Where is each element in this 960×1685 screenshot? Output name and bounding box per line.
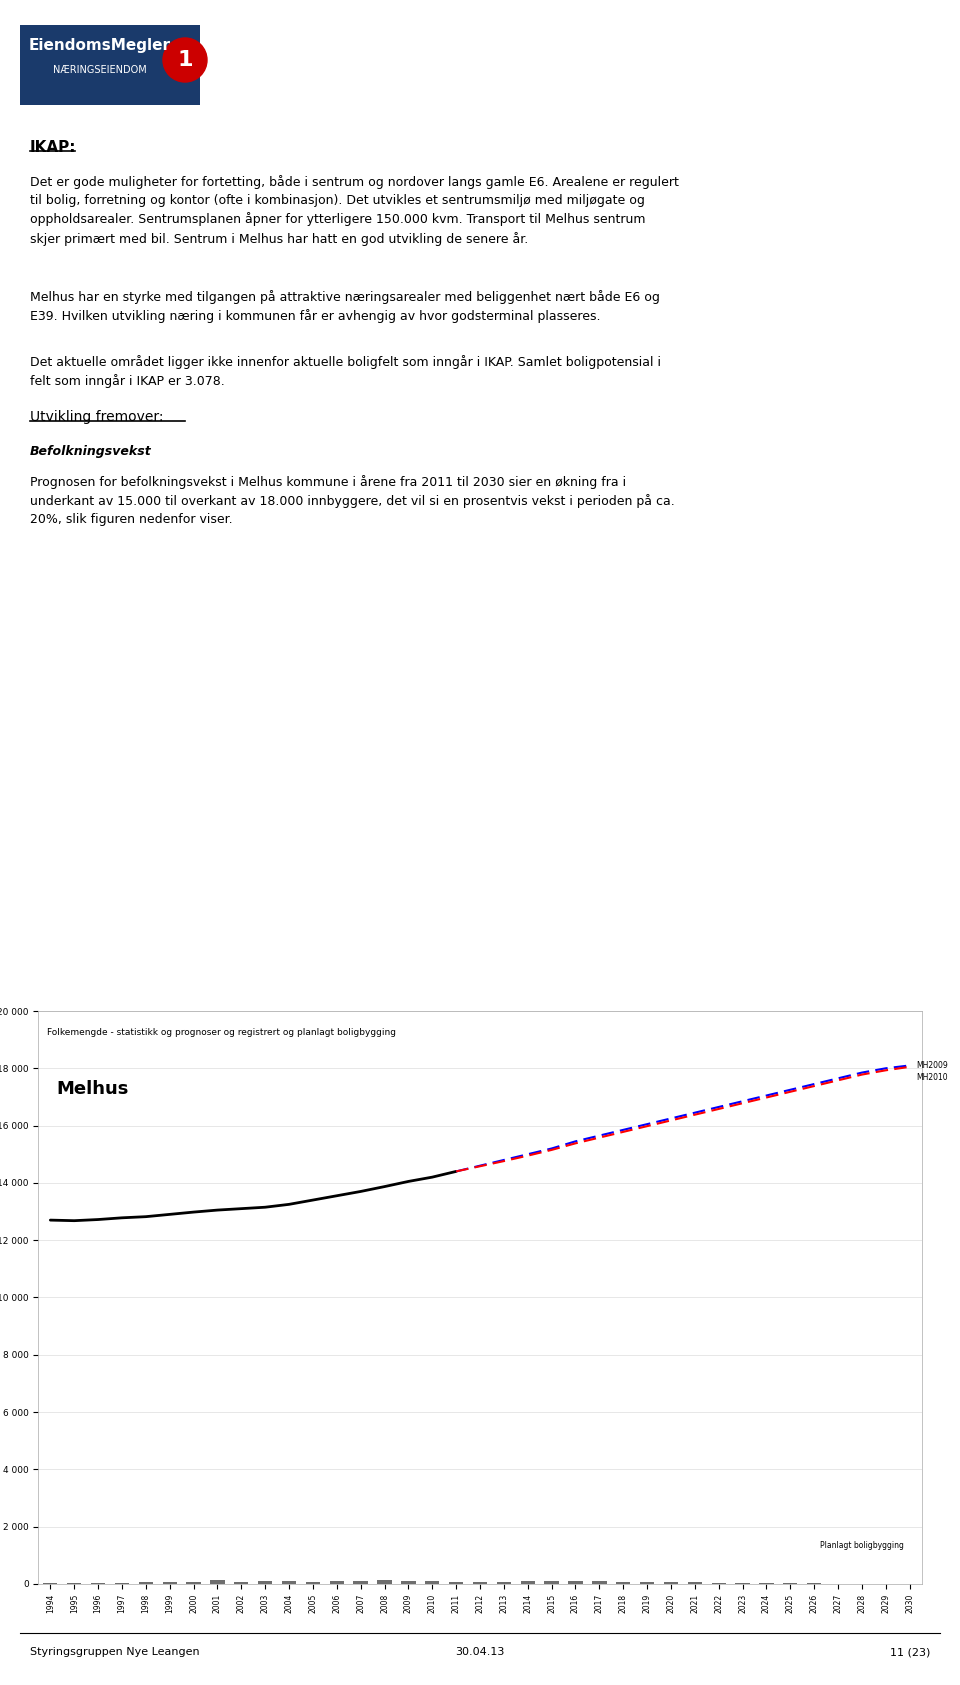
FancyBboxPatch shape (20, 25, 200, 104)
Text: Prognosen for befolkningsvekst i Melhus kommune i årene fra 2011 til 2030 sier e: Prognosen for befolkningsvekst i Melhus … (30, 475, 675, 526)
Bar (234, 1582, 249, 1584)
Text: EiendomsMegler: EiendomsMegler (29, 37, 171, 52)
Bar (162, 1582, 177, 1584)
Text: Det aktuelle området ligger ikke innenfor aktuelle boligfelt som inngår i IKAP. : Det aktuelle området ligger ikke innenfo… (30, 356, 661, 389)
Bar (305, 1582, 320, 1584)
Text: Folkemengde - statistikk og prognoser og registrert og planlagt boligbygging: Folkemengde - statistikk og prognoser og… (47, 1028, 396, 1038)
Bar (186, 1582, 201, 1584)
Text: 30.04.13: 30.04.13 (455, 1646, 505, 1656)
Text: Melhus: Melhus (56, 1080, 129, 1097)
Text: Planlagt boligbygging: Planlagt boligbygging (820, 1540, 904, 1550)
Bar (473, 1582, 487, 1584)
Text: MH2010: MH2010 (917, 1073, 948, 1082)
Text: Melhus har en styrke med tilgangen på attraktive næringsarealer med beliggenhet : Melhus har en styrke med tilgangen på at… (30, 290, 660, 324)
Bar (616, 1582, 631, 1584)
Bar (640, 1582, 655, 1584)
Text: IKAP:: IKAP: (30, 140, 77, 155)
Bar (210, 1581, 225, 1584)
Circle shape (163, 39, 207, 83)
Bar (377, 1581, 392, 1584)
Text: 1: 1 (178, 51, 193, 71)
Text: Styringsgruppen Nye Leangen: Styringsgruppen Nye Leangen (30, 1646, 200, 1656)
Text: Det er gode muligheter for fortetting, både i sentrum og nordover langs gamle E6: Det er gode muligheter for fortetting, b… (30, 175, 679, 246)
Text: 11 (23): 11 (23) (890, 1646, 930, 1656)
Bar (496, 1582, 511, 1584)
Bar (258, 1581, 273, 1584)
Bar (401, 1581, 416, 1584)
Text: NÆRINGSEIENDOM: NÆRINGSEIENDOM (53, 66, 147, 76)
Bar (544, 1581, 559, 1584)
Text: MH2009: MH2009 (917, 1062, 948, 1070)
Bar (568, 1581, 583, 1584)
Text: Utvikling fremover:: Utvikling fremover: (30, 409, 163, 425)
Bar (663, 1582, 678, 1584)
Bar (592, 1581, 607, 1584)
Bar (520, 1581, 535, 1584)
Bar (449, 1582, 464, 1584)
Bar (425, 1581, 440, 1584)
Text: Befolkningsvekst: Befolkningsvekst (30, 445, 152, 458)
Bar (282, 1581, 297, 1584)
Bar (329, 1581, 344, 1584)
Bar (353, 1581, 368, 1584)
